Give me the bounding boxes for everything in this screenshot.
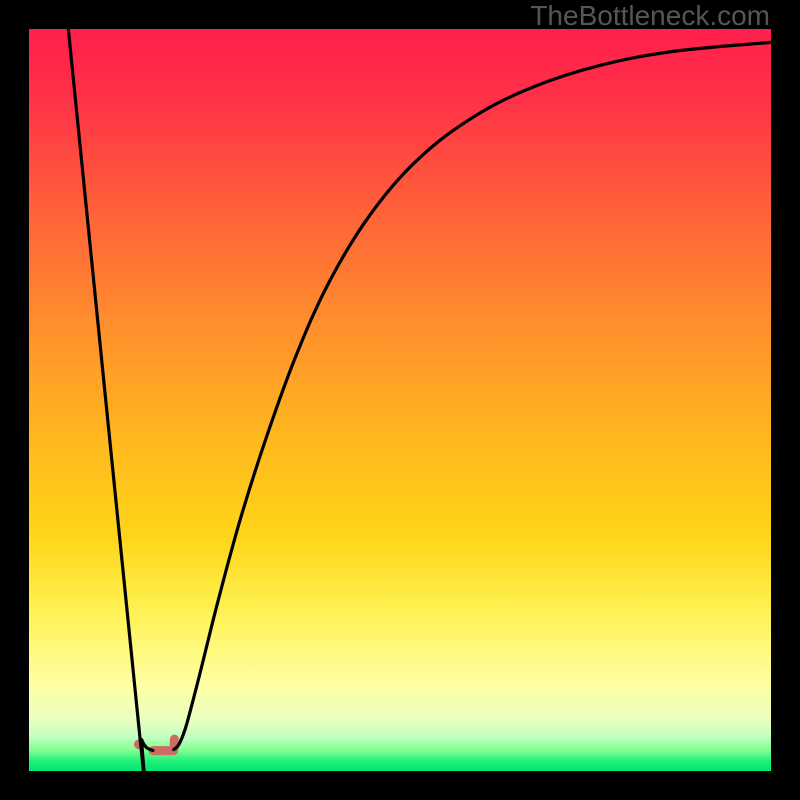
chart-container: TheBottleneck.com: [0, 0, 800, 800]
bottleneck-curve-ascending: [174, 42, 771, 749]
optimal-range-marker: [153, 739, 175, 751]
chart-curves: [0, 0, 800, 800]
bottleneck-curve-descending: [68, 29, 153, 786]
